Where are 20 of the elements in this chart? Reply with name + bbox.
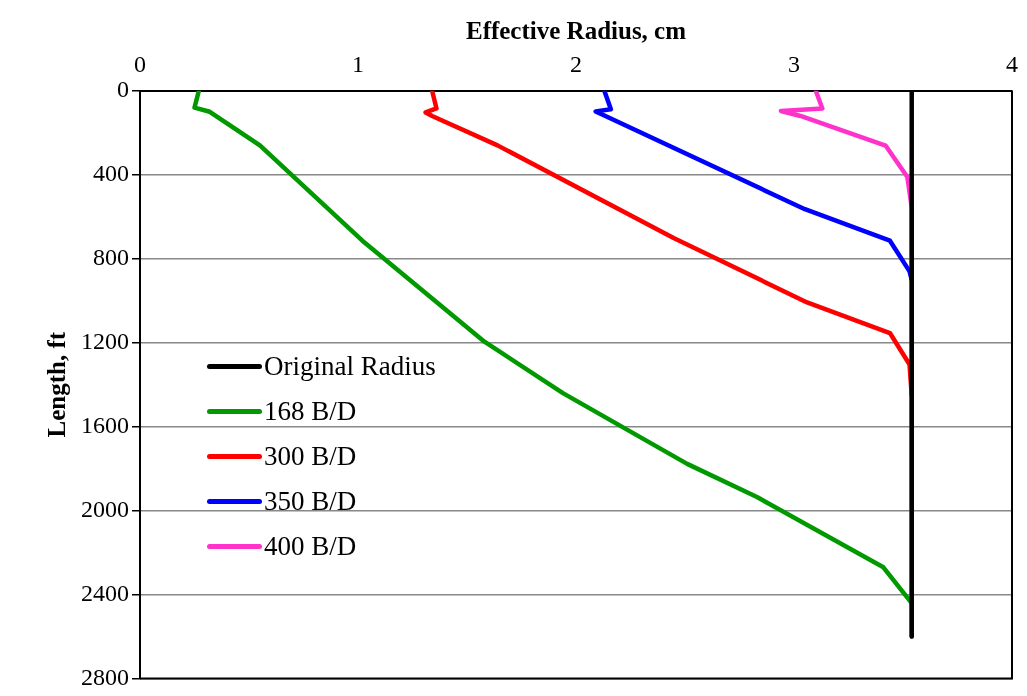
legend-label: 168 B/D [264,394,357,428]
y-axis-title: Length, ft [43,331,71,438]
y-tick-label: 1200 [81,328,129,355]
x-tick-label: 3 [788,50,800,77]
x-tick-label: 4 [1006,50,1018,77]
legend-label: 300 B/D [264,439,357,473]
x-axis-title: Effective Radius, cm [465,17,687,45]
legend-label: 350 B/D [264,484,357,518]
y-tick-label: 400 [93,160,129,187]
y-tick-label: 2000 [81,495,129,522]
legend-label: 400 B/D [264,529,357,563]
y-tick-label: 0 [117,76,129,103]
y-tick-label: 2400 [81,579,129,606]
x-tick-label: 1 [352,50,364,77]
x-tick-label: 2 [570,50,582,77]
y-tick-label: 2800 [81,663,129,690]
x-tick-label: 0 [134,50,146,77]
legend-label: Original Radius [264,349,436,383]
y-tick-label: 800 [93,244,129,271]
y-tick-label: 1600 [81,411,129,438]
